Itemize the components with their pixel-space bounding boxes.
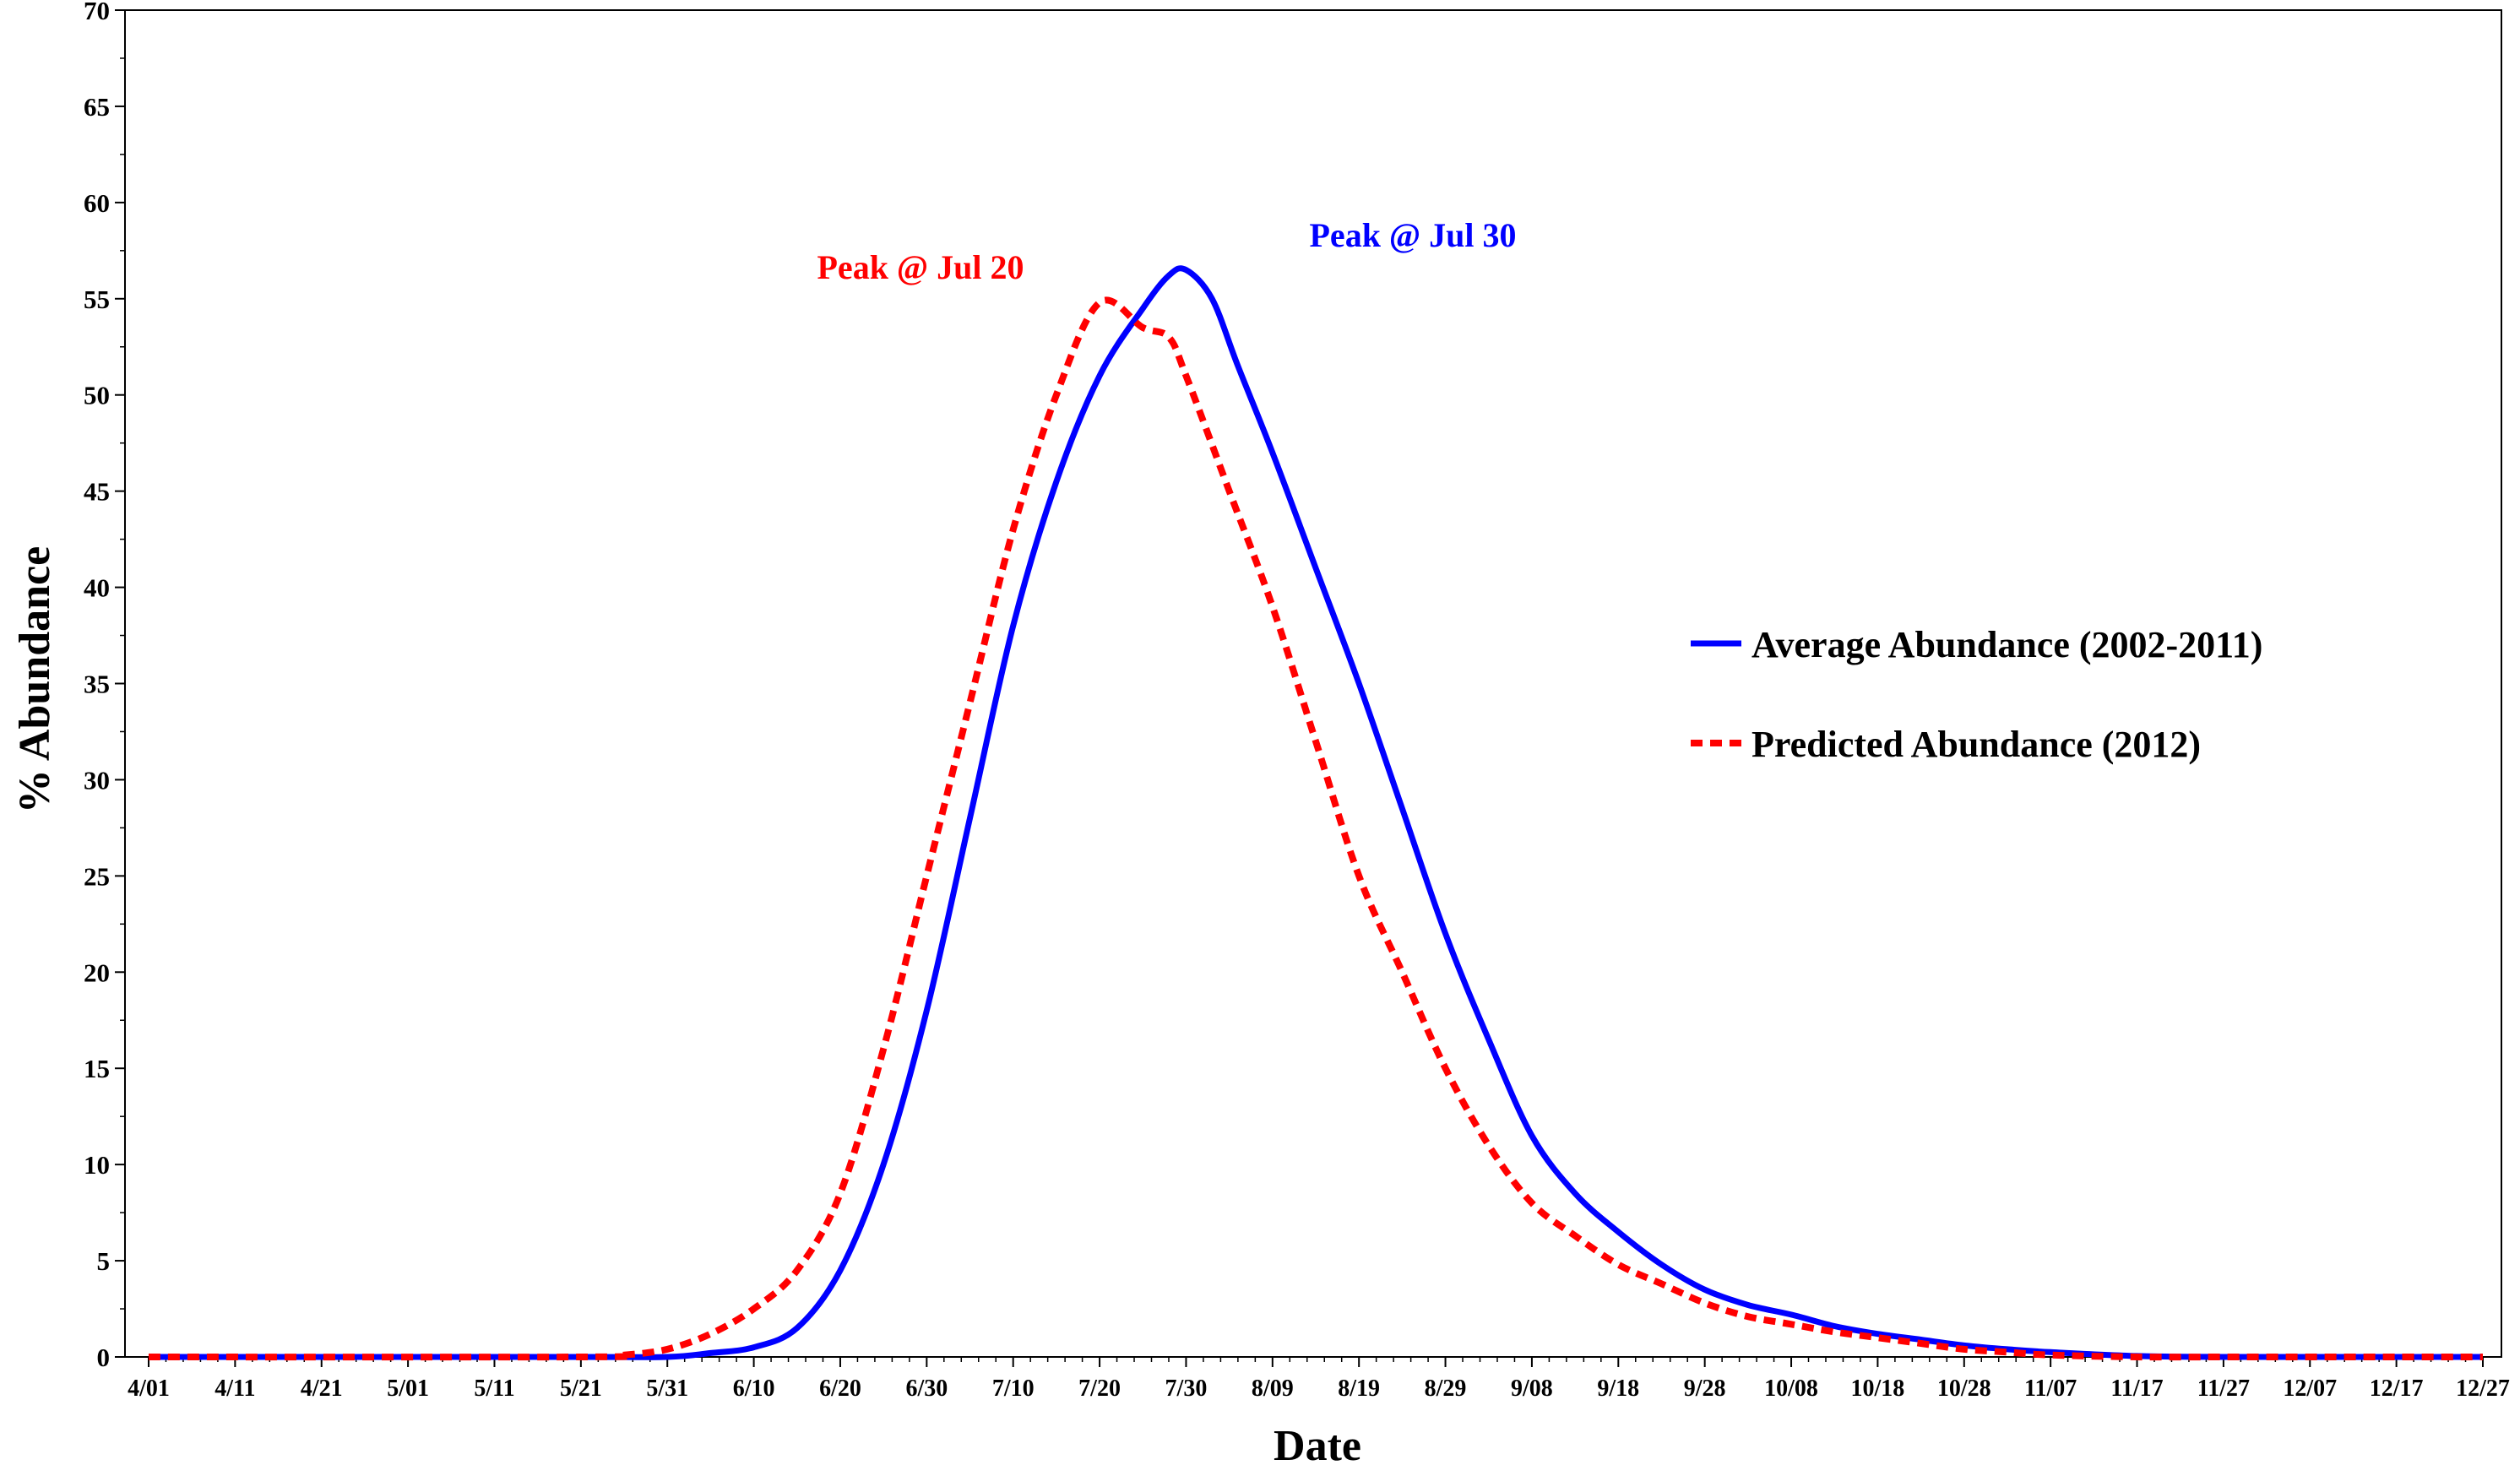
x-tick-label: 5/31 [646,1376,688,1402]
y-tick-label: 30 [84,765,110,795]
peak-annotation: Peak @ Jul 20 [817,248,1024,286]
x-tick-label: 6/30 [905,1376,948,1402]
y-axis-title: % Abundance [11,546,59,813]
y-tick-label: 0 [97,1343,111,1372]
y-tick-label: 10 [84,1150,110,1180]
x-tick-label: 12/27 [2456,1376,2510,1402]
y-tick-label: 55 [84,285,110,314]
x-tick-label: 12/17 [2370,1376,2424,1402]
x-tick-label: 4/21 [301,1376,343,1402]
x-tick-label: 4/01 [128,1376,170,1402]
y-tick-label: 60 [84,188,110,218]
x-tick-label: 10/18 [1851,1376,1905,1402]
y-tick-label: 65 [84,92,110,122]
predicted-abundance-line [148,296,2483,1361]
x-tick-label: 4/11 [215,1376,255,1402]
x-tick-label: 8/09 [1252,1376,1294,1402]
y-tick-label: 50 [84,381,110,410]
x-tick-label: 11/17 [2110,1376,2163,1402]
x-tick-label: 11/27 [2197,1376,2250,1402]
x-tick-label: 8/19 [1338,1376,1380,1402]
x-tick-label: 10/28 [1937,1376,1991,1402]
x-tick-label: 9/28 [1684,1376,1726,1402]
x-tick-label: 6/10 [733,1376,775,1402]
x-tick-label: 6/20 [819,1376,861,1402]
x-tick-label: 7/30 [1165,1376,1208,1402]
legend-label: Average Abundance (2002-2011) [1752,624,2262,665]
y-tick-label: 35 [84,670,110,699]
x-tick-label: 7/20 [1078,1376,1121,1402]
x-tick-label: 9/18 [1597,1376,1639,1402]
legend-label: Predicted Abundance (2012) [1752,724,2201,765]
x-tick-label: 5/11 [474,1376,514,1402]
y-tick-label: 5 [97,1246,111,1276]
x-axis-title: Date [1274,1422,1361,1470]
x-tick-label: 9/08 [1511,1376,1553,1402]
x-tick-label: 7/10 [992,1376,1035,1402]
x-tick-label: 10/08 [1764,1376,1818,1402]
x-tick-label: 5/01 [387,1376,429,1402]
plot-frame [124,9,2502,1358]
y-tick-label: 45 [84,477,110,507]
y-tick-label: 15 [84,1054,110,1083]
x-tick-label: 12/07 [2283,1376,2337,1402]
y-tick-label: 40 [84,573,110,603]
x-tick-label: 8/29 [1425,1376,1467,1402]
average-abundance-line [148,265,2483,1360]
peak-annotation: Peak @ Jul 30 [1310,216,1517,254]
x-tick-label: 5/21 [560,1376,602,1402]
y-tick-label: 20 [84,958,110,987]
y-tick-label: 70 [84,0,110,25]
y-tick-label: 25 [84,861,110,891]
x-tick-label: 11/07 [2024,1376,2077,1402]
